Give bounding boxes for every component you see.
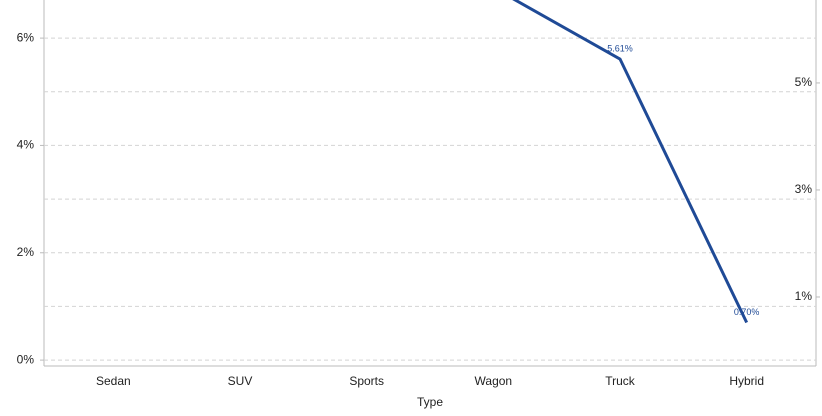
x-tick-label: Sedan	[96, 374, 131, 388]
y2-tick-label: 1%	[795, 289, 813, 303]
y2-tick-label: 5%	[795, 75, 813, 89]
y-tick-label: 2%	[17, 245, 35, 259]
x-tick-label: Truck	[605, 374, 636, 388]
line	[512, 0, 749, 324]
x-tick-label: SUV	[228, 374, 253, 388]
y-tick-label: 6%	[17, 30, 35, 44]
x-tick-label: Wagon	[475, 374, 513, 388]
plot-area: 5.61% 0.70%	[512, 0, 760, 324]
y2-tick-label: 3%	[795, 182, 813, 196]
x-tick-label: Sports	[349, 374, 384, 388]
x-axis-title: Type	[417, 395, 443, 409]
data-label: 5.61%	[607, 43, 633, 53]
y-tick-label: 4%	[17, 138, 35, 152]
data-label: 0.70%	[734, 307, 760, 317]
x-tick-label: Hybrid	[729, 374, 764, 388]
y-tick-label: 0%	[17, 352, 35, 366]
